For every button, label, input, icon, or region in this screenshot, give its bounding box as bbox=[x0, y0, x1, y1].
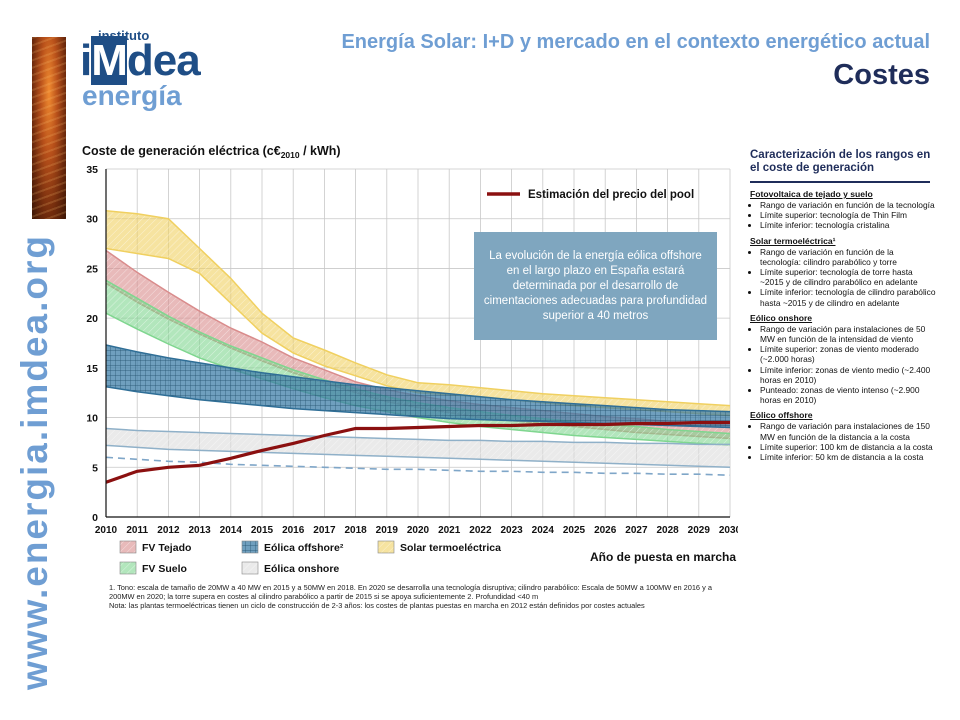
logo-i: i bbox=[80, 36, 92, 85]
legend-label-fv_tejado: FV Tejado bbox=[142, 542, 191, 554]
panel-section-list: Rango de variación en función de la tecn… bbox=[750, 200, 936, 231]
x-tick-label: 2022 bbox=[469, 525, 492, 536]
x-tick-label: 2011 bbox=[126, 525, 148, 536]
slide-subtitle: Energía Solar: I+D y mercado en el conte… bbox=[341, 31, 930, 53]
x-tick-label: 2015 bbox=[251, 525, 274, 536]
x-tick-label: 2019 bbox=[376, 525, 399, 536]
panel-section-heading: Eólico onshore bbox=[750, 312, 813, 323]
legend-swatch-fv_tejado bbox=[119, 540, 137, 554]
panel-list-item: Límite superior: tecnología de Thin Film bbox=[760, 210, 936, 220]
logo-m: M bbox=[91, 36, 128, 85]
x-tick-label: 2030 bbox=[719, 525, 742, 536]
footnote-1: 1. Tono: escala de tamaño de 20MW a 40 M… bbox=[109, 583, 712, 601]
panel-list-item: Límite inferior: tecnología cristalina bbox=[760, 220, 936, 230]
x-tick-label: 2027 bbox=[625, 525, 648, 536]
chart-legend: Estimación del precio del pool FV Tejado E… bbox=[119, 189, 694, 575]
panel-list-item: Límite inferior: tecnología de cilindro … bbox=[760, 287, 936, 307]
x-tick-label: 2029 bbox=[688, 525, 711, 536]
y-tick-label: 25 bbox=[86, 263, 98, 275]
chart-bands bbox=[105, 210, 731, 484]
x-tick-label: 2016 bbox=[282, 525, 305, 536]
x-tick-label: 2024 bbox=[532, 525, 555, 536]
panel-list-item: Límite superior: zonas de viento moderad… bbox=[760, 344, 936, 364]
x-tick-label: 2020 bbox=[407, 525, 430, 536]
panel-title: Caracterización de los rangos en el cost… bbox=[750, 149, 931, 174]
legend-label-eolica_onshore: Eólica onshore bbox=[264, 563, 339, 575]
y-tick-label: 10 bbox=[86, 413, 98, 425]
x-tick-label: 2010 bbox=[95, 525, 118, 536]
y-tick-label: 20 bbox=[86, 313, 98, 325]
legend-label-fv_suelo: FV Suelo bbox=[142, 563, 187, 575]
band-solar_termo bbox=[106, 210, 730, 416]
panel-list-item: Rango de variación en función de la tecn… bbox=[760, 247, 936, 267]
panel-section-heading: Fotovoltaica de tejado y suelo bbox=[750, 189, 873, 199]
band-lower-fv_suelo bbox=[105, 312, 731, 447]
footnote-2: Nota: las plantas termoeléctricas tienen… bbox=[109, 600, 645, 610]
logo-imdea: iMdea bbox=[80, 36, 201, 86]
offshore-callout: La evolución de la energía eólica offsho… bbox=[474, 232, 717, 340]
panel-list-item: Rango de variación en función de la tecn… bbox=[760, 200, 936, 210]
slide-title: Costes bbox=[833, 59, 930, 91]
panel-section-heading: Solar termoeléctrica¹ bbox=[750, 235, 836, 246]
x-tick-label: 2014 bbox=[220, 525, 243, 536]
legend-swatch-solar_termo bbox=[377, 540, 395, 554]
panel-list-item: Límite superior: 100 km de distancia a l… bbox=[760, 442, 936, 452]
x-tick-label: 2013 bbox=[188, 525, 211, 536]
legend-swatch-fv_suelo bbox=[119, 561, 137, 575]
panel-section-list: Rango de variación para instalaciones de… bbox=[750, 324, 936, 406]
band-upper-eolica_offshore bbox=[105, 344, 731, 413]
decorative-stripe bbox=[32, 37, 66, 219]
panel-list-item: Límite superior: tecnología de torre has… bbox=[760, 267, 936, 287]
panel-sections: Fotovoltaica de tejado y sueloRango de v… bbox=[738, 189, 936, 462]
legend-label-eolica_offshore: Eólica offshore² bbox=[264, 542, 344, 554]
panel-list-item: Punteado: zonas de viento intenso (~2.90… bbox=[760, 385, 936, 405]
panel-section-list: Rango de variación para instalaciones de… bbox=[750, 421, 936, 462]
chart-footnotes: 1. Tono: escala de tamaño de 20MW a 40 M… bbox=[109, 583, 731, 610]
x-tick-label: 2023 bbox=[500, 525, 523, 536]
x-tick-label: 2028 bbox=[656, 525, 679, 536]
x-tick-label: 2012 bbox=[157, 525, 180, 536]
panel-section-list: Rango de variación en función de la tecn… bbox=[750, 247, 936, 308]
onshore-dashed-line bbox=[105, 456, 731, 476]
logo-energia: energía bbox=[82, 80, 182, 111]
band-eolica_offshore bbox=[106, 345, 730, 428]
band-lower-eolica_onshore bbox=[105, 444, 731, 469]
band-upper-solar_termo bbox=[105, 210, 731, 407]
x-axis-label: Año de puesta en marcha bbox=[590, 550, 736, 564]
panel-list-item: Límite inferior: zonas de viento medio (… bbox=[760, 365, 936, 385]
band-upper-eolica_onshore bbox=[105, 427, 730, 446]
panel-list-item: Rango de variación para instalaciones de… bbox=[760, 421, 936, 441]
legend-swatch-eolica_onshore bbox=[241, 561, 259, 575]
legend-label-solar_termo: Solar termoeléctrica bbox=[400, 542, 501, 554]
pool-price-line bbox=[105, 420, 730, 484]
panel-list-item: Límite inferior: 50 km de distancia a la… bbox=[760, 452, 936, 462]
band-eolica_onshore bbox=[106, 428, 730, 468]
y-tick-label: 35 bbox=[86, 164, 98, 176]
x-tick-label: 2026 bbox=[594, 525, 617, 536]
x-tick-label: 2021 bbox=[438, 525, 461, 536]
y-tick-label: 5 bbox=[92, 462, 98, 474]
chart-axes bbox=[105, 169, 730, 518]
panel-divider bbox=[750, 181, 930, 183]
logo-dea: dea bbox=[126, 36, 201, 85]
y-tick-label: 0 bbox=[92, 512, 98, 524]
ranges-panel: Caracterización de los rangos en el cost… bbox=[738, 141, 936, 615]
panel-list-item: Rango de variación para instalaciones de… bbox=[760, 324, 936, 344]
y-tick-label: 30 bbox=[86, 214, 98, 226]
chart-title: Coste de generación eléctrica (c€2010 / … bbox=[82, 144, 341, 160]
panel-section-heading: Eólico offshore bbox=[750, 410, 813, 421]
x-tick-label: 2017 bbox=[313, 525, 336, 536]
y-tick-label: 15 bbox=[86, 363, 98, 375]
legend-swatch-eolica_offshore bbox=[241, 540, 259, 554]
legend-pool-label: Estimación del precio del pool bbox=[528, 189, 694, 201]
x-tick-label: 2025 bbox=[563, 525, 586, 536]
x-tick-label: 2018 bbox=[344, 525, 367, 536]
